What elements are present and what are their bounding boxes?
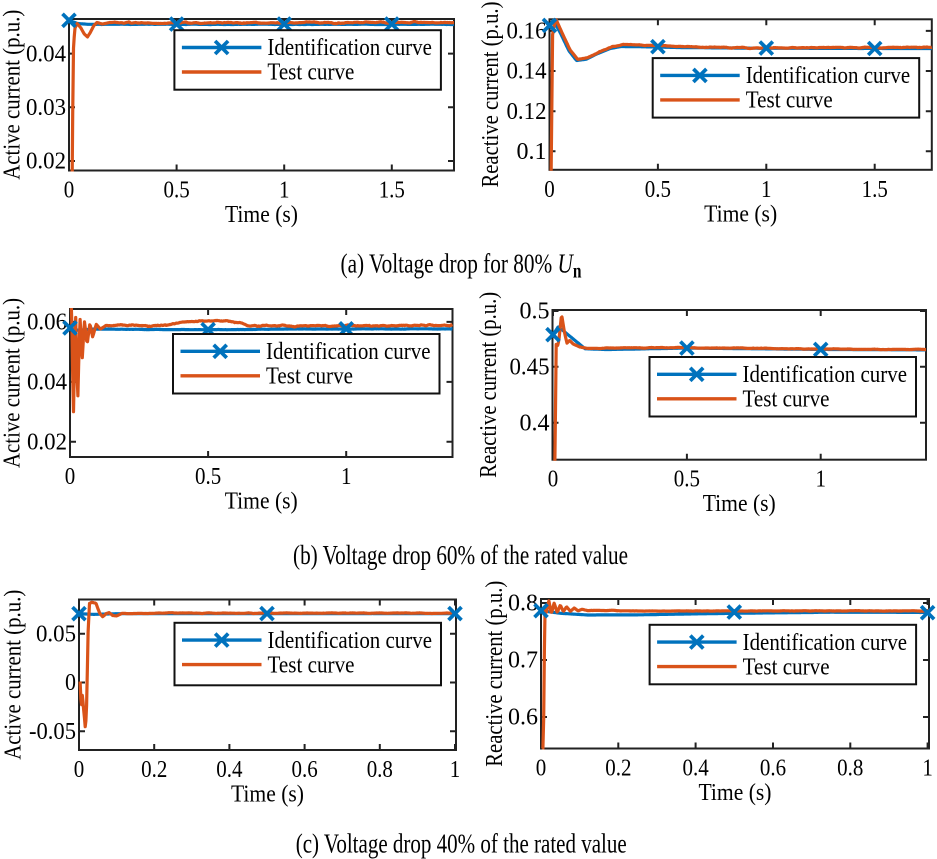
svg-text:0.5: 0.5 <box>195 463 221 490</box>
svg-text:Reactive current (p.u.): Reactive current (p.u.) <box>477 2 504 188</box>
svg-text:1: 1 <box>450 756 460 783</box>
svg-text:Time (s): Time (s) <box>704 200 777 227</box>
svg-text:(a) Voltage drop for 80% Un: (a) Voltage drop for 80% Un <box>341 249 582 282</box>
svg-text:0.4: 0.4 <box>520 409 550 436</box>
svg-text:0.2: 0.2 <box>605 754 631 781</box>
svg-text:Test curve: Test curve <box>743 385 830 412</box>
svg-text:-0.05: -0.05 <box>29 718 76 745</box>
svg-text:0.5: 0.5 <box>163 176 189 203</box>
svg-text:0.8: 0.8 <box>508 589 538 616</box>
svg-text:0.2: 0.2 <box>141 756 167 783</box>
svg-text:1.5: 1.5 <box>379 176 405 203</box>
svg-text:0.6: 0.6 <box>508 703 538 730</box>
svg-text:Reactive current (p.u.): Reactive current (p.u.) <box>481 581 508 767</box>
svg-text:Identification curve: Identification curve <box>746 62 911 89</box>
svg-text:Test curve: Test curve <box>266 362 353 389</box>
svg-text:1: 1 <box>341 463 351 490</box>
svg-text:0: 0 <box>65 463 75 490</box>
svg-text:Time (s): Time (s) <box>225 487 298 514</box>
svg-text:0.8: 0.8 <box>367 756 393 783</box>
svg-text:0.5: 0.5 <box>674 465 700 492</box>
svg-text:0: 0 <box>536 754 546 781</box>
svg-text:0.6: 0.6 <box>291 756 317 783</box>
svg-text:Identification curve: Identification curve <box>266 338 431 365</box>
svg-text:0.8: 0.8 <box>837 754 863 781</box>
svg-text:0.45: 0.45 <box>510 353 550 380</box>
svg-text:(c) Voltage drop 40% of the ra: (c) Voltage drop 40% of the rated value <box>296 829 627 859</box>
svg-text:Identification curve: Identification curve <box>743 361 908 388</box>
svg-text:Test curve: Test curve <box>743 653 830 680</box>
svg-text:0: 0 <box>544 175 554 202</box>
svg-text:0.02: 0.02 <box>26 147 66 174</box>
svg-text:Identification curve: Identification curve <box>268 626 433 653</box>
svg-text:0.05: 0.05 <box>36 620 76 647</box>
svg-text:Identification curve: Identification curve <box>743 628 908 655</box>
svg-text:0.04: 0.04 <box>27 368 67 395</box>
svg-text:Reactive current (p.u.): Reactive current (p.u.) <box>475 292 502 478</box>
svg-text:0.6: 0.6 <box>760 754 786 781</box>
svg-text:1.5: 1.5 <box>862 175 888 202</box>
svg-text:Active current (p.u.): Active current (p.u.) <box>0 298 25 468</box>
svg-text:Test curve: Test curve <box>267 58 354 85</box>
svg-text:(b) Voltage drop 60% of the ra: (b) Voltage drop 60% of the rated value <box>293 541 628 571</box>
svg-text:0.16: 0.16 <box>507 17 547 44</box>
svg-text:Test curve: Test curve <box>268 651 355 678</box>
svg-text:0.5: 0.5 <box>645 175 671 202</box>
svg-text:Time (s): Time (s) <box>699 779 772 806</box>
svg-text:Test curve: Test curve <box>746 86 833 113</box>
svg-text:0: 0 <box>64 176 74 203</box>
svg-text:0.12: 0.12 <box>507 98 547 125</box>
svg-text:Active current (p.u.): Active current (p.u.) <box>0 590 26 760</box>
svg-text:1: 1 <box>922 754 932 781</box>
svg-text:Active current (p.u.): Active current (p.u.) <box>0 10 25 180</box>
svg-text:0.14: 0.14 <box>507 57 547 84</box>
svg-text:0.03: 0.03 <box>26 94 66 121</box>
svg-text:Identification curve: Identification curve <box>267 34 432 61</box>
svg-text:1: 1 <box>761 175 771 202</box>
svg-text:Time (s): Time (s) <box>703 490 776 517</box>
svg-text:0.04: 0.04 <box>26 40 66 67</box>
svg-text:0.02: 0.02 <box>27 428 67 455</box>
svg-text:0.4: 0.4 <box>216 756 242 783</box>
svg-text:0.1: 0.1 <box>517 138 547 165</box>
svg-text:0.06: 0.06 <box>27 308 67 335</box>
svg-text:Time (s): Time (s) <box>231 780 304 807</box>
svg-text:0.5: 0.5 <box>520 297 550 324</box>
svg-text:0.7: 0.7 <box>508 646 538 673</box>
svg-text:1: 1 <box>815 465 825 492</box>
svg-text:1: 1 <box>279 176 289 203</box>
svg-text:0: 0 <box>65 669 76 696</box>
svg-text:0: 0 <box>548 465 558 492</box>
svg-text:0: 0 <box>74 756 84 783</box>
svg-text:0.4: 0.4 <box>683 754 709 781</box>
svg-text:Time (s): Time (s) <box>225 201 298 228</box>
